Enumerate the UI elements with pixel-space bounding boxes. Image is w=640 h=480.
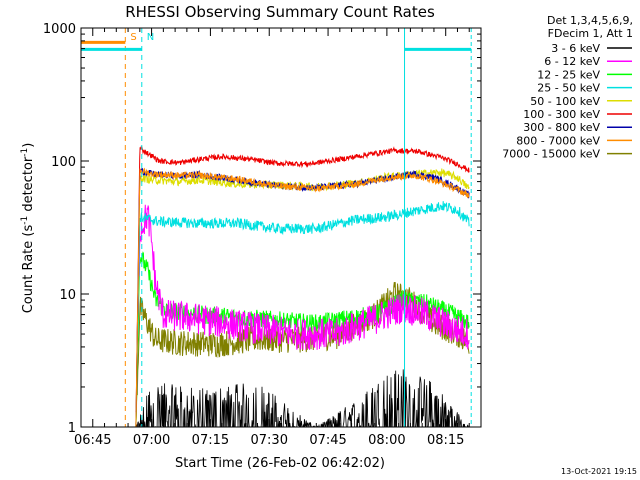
legend-label: 100 - 300 keV: [523, 108, 600, 121]
series-line-3: [135, 201, 470, 427]
series-line-5: [135, 145, 470, 427]
x-tick-label: 07:00: [133, 433, 170, 448]
legend-label: 12 - 25 keV: [537, 68, 600, 81]
y-axis-label-main: Count Rate (s: [21, 225, 36, 314]
legend-label: 25 - 50 keV: [537, 82, 600, 95]
legend-label: 50 - 100 keV: [530, 95, 600, 108]
x-tick-label: 07:15: [192, 433, 229, 448]
legend-label: 3 - 6 keV: [551, 42, 600, 55]
legend-label: 6 - 12 keV: [544, 55, 600, 68]
y-axis-label-mid: detector: [21, 156, 36, 216]
y-axis-label-sup1: -1: [20, 216, 30, 225]
legend-label: 300 - 800 keV: [523, 121, 600, 134]
y-tick-label: 100: [51, 155, 76, 170]
marker-label-1: N: [147, 32, 154, 43]
marker-label-0: S: [130, 32, 136, 43]
chart-title: RHESSI Observing Summary Count Rates: [125, 3, 435, 21]
y-axis-label-end: ): [21, 143, 36, 148]
x-tick-label: 07:30: [251, 433, 288, 448]
timestamp: 13-Oct-2021 19:15: [561, 467, 637, 476]
y-axis-label: Count Rate (s-1 detector-1): [20, 143, 36, 314]
series-line-1: [135, 204, 470, 413]
y-tick-label: 10: [59, 288, 76, 303]
legend-header-1: Det 1,3,4,5,6,9,: [547, 14, 633, 27]
legend-label: 800 - 7000 keV: [516, 134, 600, 147]
series-line-0: [135, 369, 470, 427]
legend-label: 7000 - 15000 keV: [502, 148, 600, 161]
series-line-7: [135, 167, 470, 427]
y-tick-label: 1000: [43, 22, 76, 37]
y-axis-label-sup2: -1: [20, 148, 30, 157]
legend: Det 1,3,4,5,6,9, FDecim 1, Att 1 3 - 6 k…: [502, 14, 633, 161]
y-axis: 1 10 100 1000: [43, 22, 481, 436]
x-axis: 06:45 07:00 07:15 07:30 07:45 08:00 08:15: [74, 28, 482, 448]
x-tick-label: 08:15: [427, 433, 464, 448]
y-tick-label: 1: [68, 421, 76, 436]
chart-marks: [81, 28, 472, 427]
x-axis-label: Start Time (26-Feb-02 06:42:02): [175, 456, 385, 471]
x-tick-label: 08:00: [368, 433, 405, 448]
x-tick-label: 06:45: [74, 433, 111, 448]
legend-header-2: FDecim 1, Att 1: [548, 27, 633, 40]
x-tick-label: 07:45: [309, 433, 346, 448]
